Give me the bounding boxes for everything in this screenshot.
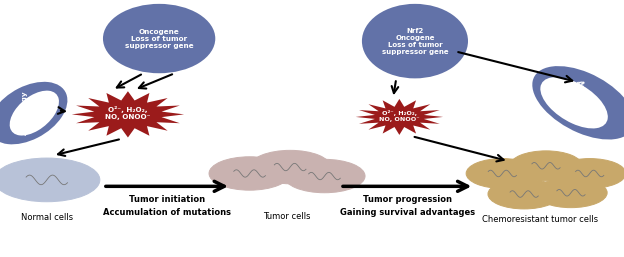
Text: Oncogene
Loss of tumor
suppressor gene: Oncogene Loss of tumor suppressor gene — [125, 29, 193, 49]
Ellipse shape — [10, 91, 59, 135]
Text: O²⁻, H₂O₂,
NO, ONOO⁻: O²⁻, H₂O₂, NO, ONOO⁻ — [105, 106, 150, 120]
Text: Chemoresistant tumor cells: Chemoresistant tumor cells — [482, 215, 598, 224]
Circle shape — [510, 151, 582, 181]
Text: Autophagy: Autophagy — [22, 91, 28, 135]
Ellipse shape — [532, 66, 624, 140]
Text: Normal cells: Normal cells — [21, 213, 73, 222]
Text: Gaining survival advantages: Gaining survival advantages — [339, 208, 475, 217]
Text: Autophagy: Autophagy — [574, 79, 599, 126]
Circle shape — [488, 179, 560, 209]
Circle shape — [250, 150, 331, 184]
Ellipse shape — [362, 4, 468, 78]
Polygon shape — [72, 91, 184, 137]
Circle shape — [209, 157, 290, 190]
Ellipse shape — [0, 82, 67, 144]
Text: Tumor initiation: Tumor initiation — [129, 195, 205, 204]
Text: O²⁻, H₂O₂,
NO, ONOO⁻: O²⁻, H₂O₂, NO, ONOO⁻ — [379, 110, 420, 122]
Circle shape — [0, 158, 100, 202]
Circle shape — [535, 178, 607, 208]
Text: Tumor cells: Tumor cells — [263, 212, 311, 221]
Circle shape — [284, 159, 365, 193]
Ellipse shape — [103, 4, 215, 73]
Circle shape — [553, 159, 624, 188]
Circle shape — [466, 159, 539, 188]
Text: Accumulation of mutations: Accumulation of mutations — [103, 208, 231, 217]
Text: Tumor progression: Tumor progression — [363, 195, 452, 204]
Ellipse shape — [540, 77, 608, 128]
Polygon shape — [356, 99, 443, 135]
Text: Nrf2
Oncogene
Loss of tumor
suppressor gene: Nrf2 Oncogene Loss of tumor suppressor g… — [382, 27, 448, 55]
